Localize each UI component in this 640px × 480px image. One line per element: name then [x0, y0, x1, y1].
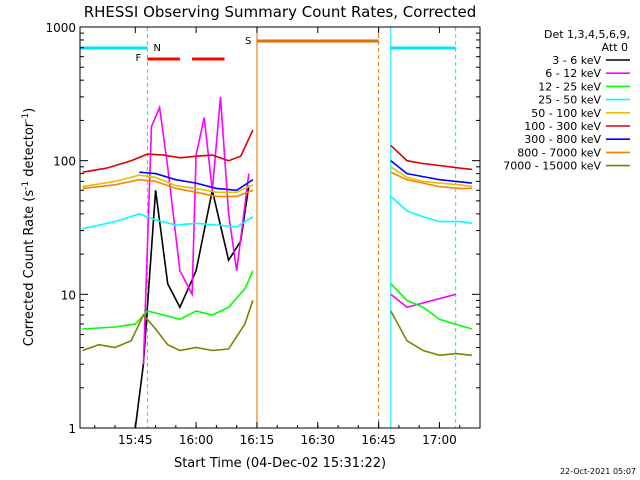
series-line-300-800-kev	[390, 160, 472, 184]
x-tick-label: 16:00	[179, 433, 214, 447]
y-tick-label: 100	[53, 155, 76, 169]
legend-subtitle: Att 0	[602, 41, 628, 54]
series-line-12-25-kev	[82, 270, 254, 330]
legend-label-12-25-kev: 12 - 25 keV	[538, 80, 601, 93]
series-line-100-300-kev	[390, 144, 472, 171]
series-line-12-25-kev	[390, 283, 473, 330]
legend-label-3-6-kev: 3 - 6 keV	[552, 54, 601, 67]
x-axis-label: Start Time (04-Dec-02 15:31:22)	[174, 456, 386, 471]
timestamp: 22-Oct-2021 05:07	[560, 467, 636, 476]
series-line-25-50-kev	[82, 213, 254, 230]
y-tick-label: 10	[61, 288, 76, 302]
y-tick-label: 1	[68, 422, 76, 436]
legend-label-300-800-kev: 300 - 800 keV	[524, 133, 601, 146]
x-tick-label: 16:45	[361, 433, 396, 447]
legend-label-25-50-kev: 25 - 50 keV	[538, 94, 601, 107]
y-axis-ticks: 1 10 100 1000	[45, 21, 480, 436]
plot-frame	[79, 26, 481, 429]
legend-label-50-100-kev: 50 - 100 keV	[531, 107, 601, 120]
series-line-800-7000-kev	[390, 171, 472, 190]
series-line-50-100-kev	[390, 166, 473, 188]
night-marker-label: N	[153, 43, 160, 54]
legend-label-800-7000-kev: 800 - 7000 keV	[517, 146, 601, 159]
series-line-6-12-kev	[142, 96, 250, 365]
x-tick-label: 16:15	[240, 433, 275, 447]
flare-marker-label: F	[135, 53, 141, 64]
y-axis-label: Corrected Count Rate (s-1 detector-1)	[21, 108, 37, 346]
series-line-100-300-kev	[82, 129, 254, 173]
observing-intervals: N F S	[79, 27, 457, 428]
series-layer	[82, 96, 473, 429]
series-line-800-7000-kev	[82, 178, 254, 198]
legend-label-6-12-kev: 6 - 12 keV	[545, 67, 601, 80]
chart-title: RHESSI Observing Summary Count Rates, Co…	[84, 3, 477, 21]
x-tick-label: 16:30	[300, 433, 335, 447]
legend-label-100-300-kev: 100 - 300 keV	[524, 120, 601, 133]
x-axis-ticks: 15:45 16:00 16:15 16:30 16:45 17:00	[94, 27, 481, 447]
y-tick-label: 1000	[45, 21, 76, 35]
x-tick-label: 17:00	[422, 433, 457, 447]
series-line-300-800-kev	[139, 171, 254, 192]
saa-marker-label: S	[245, 36, 251, 47]
series-line-25-50-kev	[390, 195, 473, 225]
legend-title: Det 1,3,4,5,6,9,	[544, 28, 630, 41]
series-line-7000-15000-kev	[82, 300, 254, 352]
x-tick-label: 15:45	[118, 433, 153, 447]
legend-label-7000-15000-kev: 7000 - 15000 keV	[503, 160, 601, 173]
series-line-50-100-kev	[82, 174, 254, 194]
series-line-7000-15000-kev	[390, 310, 472, 357]
series-line-3-6-kev	[134, 185, 250, 429]
series-line-6-12-kev	[390, 293, 456, 309]
